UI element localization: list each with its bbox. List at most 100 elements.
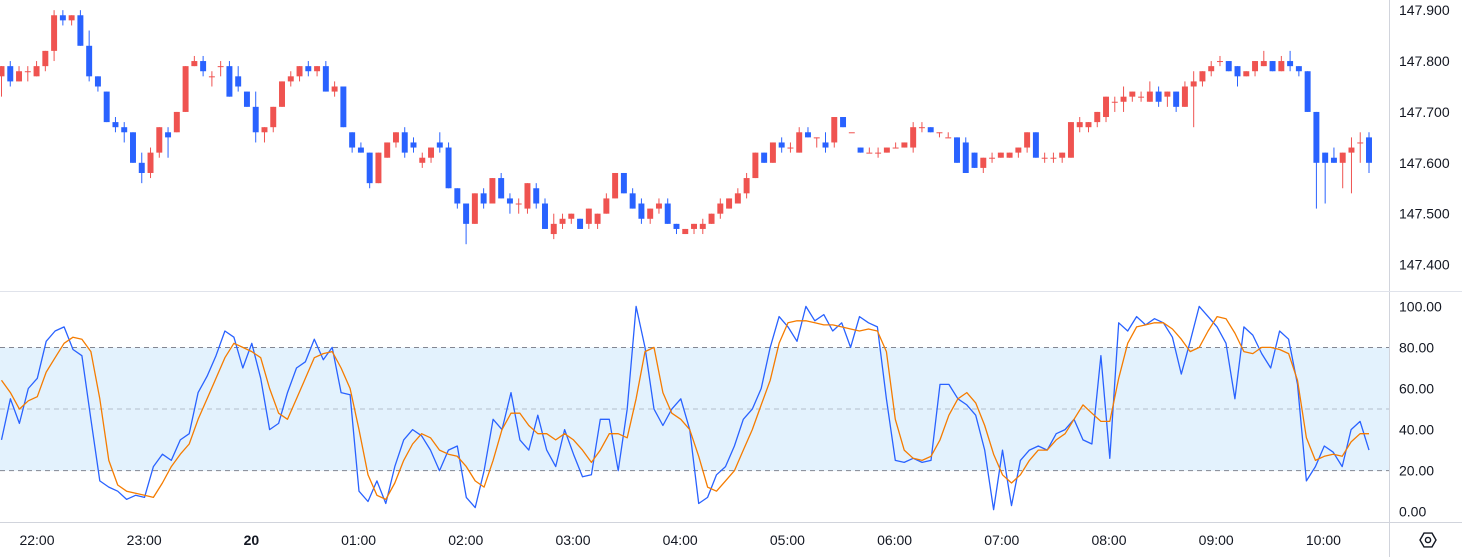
stochastic-pane[interactable] <box>0 305 1389 511</box>
candle <box>428 147 435 163</box>
candle-body <box>691 223 697 229</box>
candle-body <box>1260 61 1267 67</box>
candle <box>1260 50 1267 67</box>
candle <box>1111 96 1118 112</box>
candle-body <box>480 193 487 204</box>
candle-body <box>463 203 470 224</box>
candle <box>1085 122 1092 133</box>
candle-body <box>375 152 382 184</box>
price-tick-label: 147.400 <box>1399 257 1450 273</box>
candle-body <box>392 132 399 143</box>
candle <box>1348 137 1355 194</box>
candle-body <box>524 183 531 209</box>
candle <box>822 132 829 153</box>
candle-body <box>1067 122 1074 158</box>
candle-body <box>603 198 610 214</box>
candle <box>208 71 215 87</box>
candle-body <box>349 132 356 148</box>
candle-body <box>401 132 408 153</box>
candle <box>585 208 592 229</box>
candle-body <box>655 203 662 209</box>
time-tick-label: 20 <box>244 532 260 548</box>
candle-body <box>1366 137 1372 163</box>
candle <box>314 66 321 77</box>
candle <box>103 91 110 123</box>
time-tick-label: 05:00 <box>770 532 805 548</box>
candle-body <box>629 193 636 209</box>
candle <box>156 127 163 158</box>
candle-body <box>182 66 189 112</box>
candle <box>1304 71 1311 112</box>
price-axis[interactable]: 147.900 147.800 147.700 147.600 147.500 147.4… <box>1399 2 1450 272</box>
candle-body <box>638 203 645 219</box>
candle <box>1278 55 1285 72</box>
candle <box>1155 86 1162 107</box>
candle <box>691 223 697 235</box>
candle-body <box>1199 71 1206 82</box>
candle-body <box>892 147 899 149</box>
candle-body <box>77 15 84 46</box>
candle-body <box>200 61 207 72</box>
time-axis[interactable]: 22:00 23:00 20 01:00 02:00 03:00 04:00 05:00 06:… <box>19 532 1341 548</box>
settings-button[interactable] <box>1419 532 1437 548</box>
candle <box>664 198 671 224</box>
candle <box>296 66 303 82</box>
candle <box>1041 152 1048 163</box>
time-tick-label: 03:00 <box>555 532 590 548</box>
candle-body <box>997 152 1004 158</box>
candle <box>1330 147 1337 163</box>
candle-body <box>410 142 417 148</box>
candle <box>200 55 207 77</box>
candle <box>612 172 619 199</box>
candle <box>498 172 505 199</box>
candle <box>1295 66 1302 77</box>
candle-body <box>804 132 811 138</box>
price-pane[interactable] <box>0 10 1372 245</box>
candle-body <box>1041 157 1048 159</box>
candle <box>769 142 776 163</box>
candle-body <box>173 111 180 133</box>
candle-body <box>971 152 978 168</box>
candle-body <box>86 45 93 77</box>
candle-body <box>585 208 592 224</box>
candle <box>436 132 443 153</box>
candle-body <box>796 132 803 153</box>
candle-body <box>857 147 864 153</box>
candle <box>761 152 768 163</box>
candle-body <box>1252 61 1259 72</box>
candle-body <box>1094 111 1101 123</box>
candle-body <box>664 203 671 224</box>
settings-hexagon-shape <box>1419 532 1437 548</box>
candle <box>94 76 101 92</box>
candle <box>542 198 548 229</box>
candle-body <box>1295 66 1302 72</box>
candle-body <box>270 106 277 128</box>
candle <box>121 122 128 143</box>
candle-body <box>68 15 75 21</box>
candle-body <box>1322 152 1329 163</box>
candle-body <box>7 66 14 82</box>
candle <box>962 137 969 173</box>
candle-body <box>1190 81 1197 87</box>
candle-body <box>954 137 960 163</box>
candle-body <box>305 66 312 72</box>
candle <box>261 127 268 143</box>
candle-body <box>489 178 496 204</box>
candle-body <box>980 157 987 168</box>
candle <box>506 193 513 214</box>
time-tick-label: 04:00 <box>663 532 698 548</box>
candle-body <box>428 147 435 158</box>
candle <box>1243 71 1250 77</box>
candle <box>489 178 496 204</box>
candle-body <box>918 127 925 129</box>
candle-body <box>1024 132 1031 148</box>
price-tick-label: 147.800 <box>1399 53 1450 69</box>
candle <box>1287 50 1294 72</box>
candle <box>322 61 329 92</box>
time-tick-label: 22:00 <box>19 532 54 548</box>
stochastic-axis[interactable]: 100.00 80.00 60.00 40.00 20.00 0.00 <box>1399 298 1442 519</box>
candle-body <box>743 178 750 194</box>
candle <box>568 213 575 224</box>
candle <box>463 203 470 245</box>
